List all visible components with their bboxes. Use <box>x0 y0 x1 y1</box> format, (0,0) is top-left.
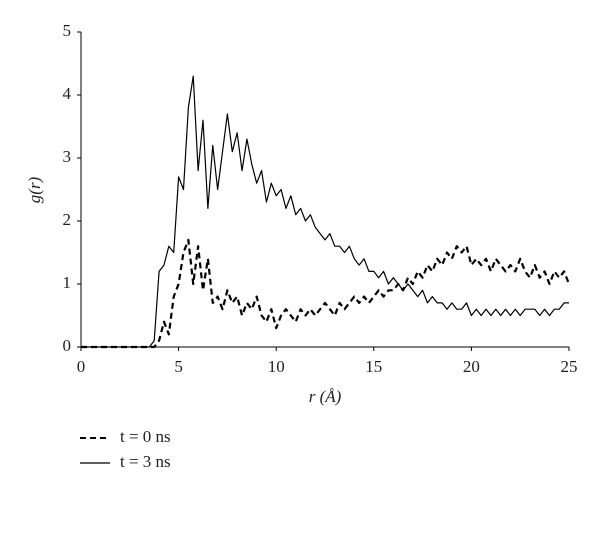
x-tick-label: 10 <box>268 357 285 376</box>
legend-label: t = 3 ns <box>120 452 171 471</box>
x-tick-label: 5 <box>174 357 183 376</box>
y-tick-label: 4 <box>63 84 72 103</box>
series-line <box>81 75 569 348</box>
y-tick-label: 5 <box>63 21 72 40</box>
x-axis-label: r (Å) <box>309 387 342 406</box>
y-tick-label: 2 <box>63 210 72 229</box>
x-tick-label: 25 <box>561 357 578 376</box>
y-tick-label: 3 <box>63 147 72 166</box>
y-tick-label: 1 <box>63 273 72 292</box>
legend-label: t = 0 ns <box>120 427 171 446</box>
y-axis-label: g(r) <box>25 176 44 203</box>
y-tick-label: 0 <box>63 336 72 355</box>
x-tick-label: 15 <box>365 357 382 376</box>
series-line <box>81 238 571 349</box>
x-tick-label: 0 <box>77 357 86 376</box>
x-tick-label: 20 <box>463 357 480 376</box>
